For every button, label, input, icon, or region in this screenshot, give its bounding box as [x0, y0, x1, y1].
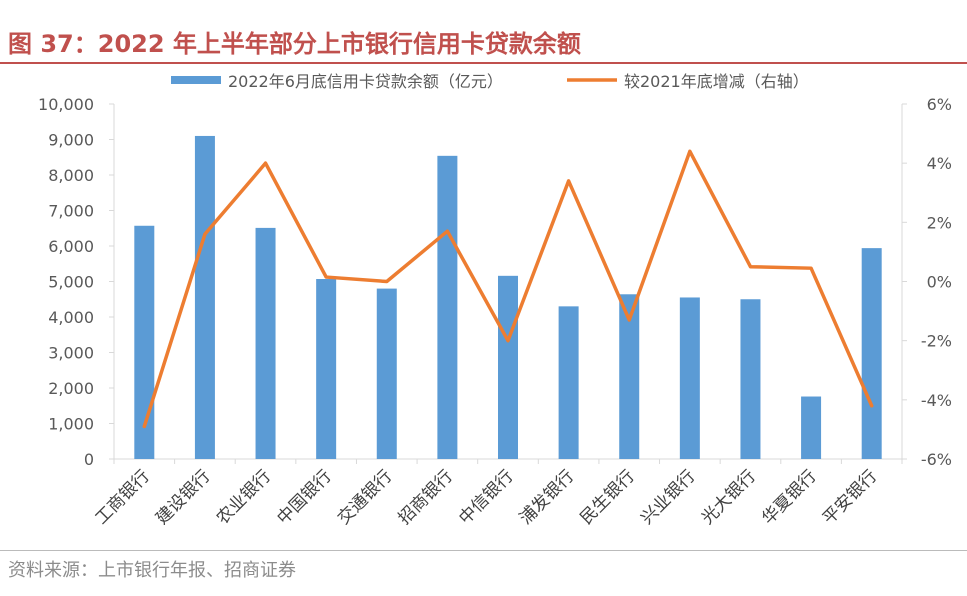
line-point-华夏银行 — [809, 266, 813, 270]
left-tick-label: 9,000 — [48, 131, 94, 150]
legend-line-label: 较2021年底增减（右轴） — [624, 72, 809, 91]
bar-中信银行 — [498, 275, 518, 459]
left-tick-label: 8,000 — [48, 166, 94, 185]
source-note: 资料来源：上市银行年报、招商证券 — [8, 560, 296, 581]
axes: 0 1,000 2,000 3,000 4,000 5,000 6,000 7,000 8,00… — [38, 95, 952, 469]
legend-bar-swatch — [171, 76, 221, 84]
line-point-农业银行 — [264, 161, 268, 165]
x-tick-label: 中国银行 — [273, 466, 335, 528]
figure-title: 图 37：2022 年上半年部分上市银行信用卡贷款余额 — [8, 30, 581, 58]
left-tick-label: 7,000 — [48, 202, 94, 221]
x-tick-label: 浦发银行 — [516, 466, 578, 528]
x-tick-label: 平安银行 — [819, 466, 881, 528]
left-tick-label: 10,000 — [38, 95, 94, 114]
line-point-招商银行 — [445, 229, 449, 233]
line-point-中信银行 — [506, 339, 510, 343]
x-tick-label: 华夏银行 — [758, 466, 820, 528]
right-tick-label: -2% — [921, 332, 952, 351]
x-tick-label: 光大银行 — [698, 466, 760, 528]
line-point-中国银行 — [324, 275, 328, 279]
bar-招商银行 — [437, 155, 458, 459]
bar-建设银行 — [194, 135, 215, 459]
left-tick-label: 6,000 — [48, 237, 94, 256]
x-tick-label: 工商银行 — [92, 466, 154, 528]
line-point-建设银行 — [203, 232, 207, 236]
left-tick-label: 1,000 — [48, 415, 94, 434]
line-point-光大银行 — [748, 265, 752, 269]
x-tick-label: 兴业银行 — [637, 466, 699, 528]
bar-浦发银行 — [558, 306, 579, 459]
bar-光大银行 — [740, 299, 761, 459]
x-tick-label: 农业银行 — [213, 466, 275, 528]
bar-农业银行 — [255, 227, 276, 459]
line-point-平安银行 — [870, 404, 874, 408]
x-tick-label: 招商银行 — [395, 466, 457, 528]
x-tick-label: 中信银行 — [455, 466, 517, 528]
right-tick-label: -4% — [921, 391, 952, 410]
title-divider — [0, 62, 967, 64]
right-tick-label: 6% — [927, 95, 952, 114]
source-divider — [0, 550, 967, 551]
left-tick-label: 3,000 — [48, 344, 94, 363]
left-tick-label: 2,000 — [48, 379, 94, 398]
bar-兴业银行 — [679, 297, 700, 459]
line-point-兴业银行 — [688, 149, 692, 153]
line-point-工商银行 — [142, 424, 146, 428]
left-tick-label: 5,000 — [48, 273, 94, 292]
x-tick-label: 建设银行 — [152, 466, 214, 528]
legend-bar-label: 2022年6月底信用卡贷款余额（亿元） — [228, 72, 503, 91]
bar-民生银行 — [619, 294, 640, 459]
line-series — [142, 149, 874, 429]
bar-交通银行 — [376, 288, 397, 459]
right-tick-label: 0% — [927, 273, 952, 292]
bar-平安银行 — [861, 248, 882, 459]
right-tick-label: -6% — [921, 450, 952, 469]
left-tick-label: 4,000 — [48, 308, 94, 327]
legend: 2022年6月底信用卡贷款余额（亿元） 较2021年底增减（右轴） — [171, 72, 809, 91]
right-tick-label: 4% — [927, 154, 952, 173]
line-point-浦发银行 — [567, 179, 571, 183]
x-axis-labels: 工商银行建设银行农业银行中国银行交通银行招商银行中信银行浦发银行民生银行兴业银行… — [92, 466, 882, 528]
right-tick-label: 2% — [927, 213, 952, 232]
bar-华夏银行 — [801, 396, 822, 459]
x-tick-label: 交通银行 — [334, 466, 396, 528]
x-tick-label: 民生银行 — [577, 466, 639, 528]
bar-中国银行 — [316, 279, 337, 459]
line-point-民生银行 — [627, 318, 631, 322]
left-tick-label: 0 — [84, 450, 94, 469]
bar-series — [134, 135, 882, 459]
bar-工商银行 — [134, 225, 155, 459]
line-point-交通银行 — [385, 280, 389, 283]
